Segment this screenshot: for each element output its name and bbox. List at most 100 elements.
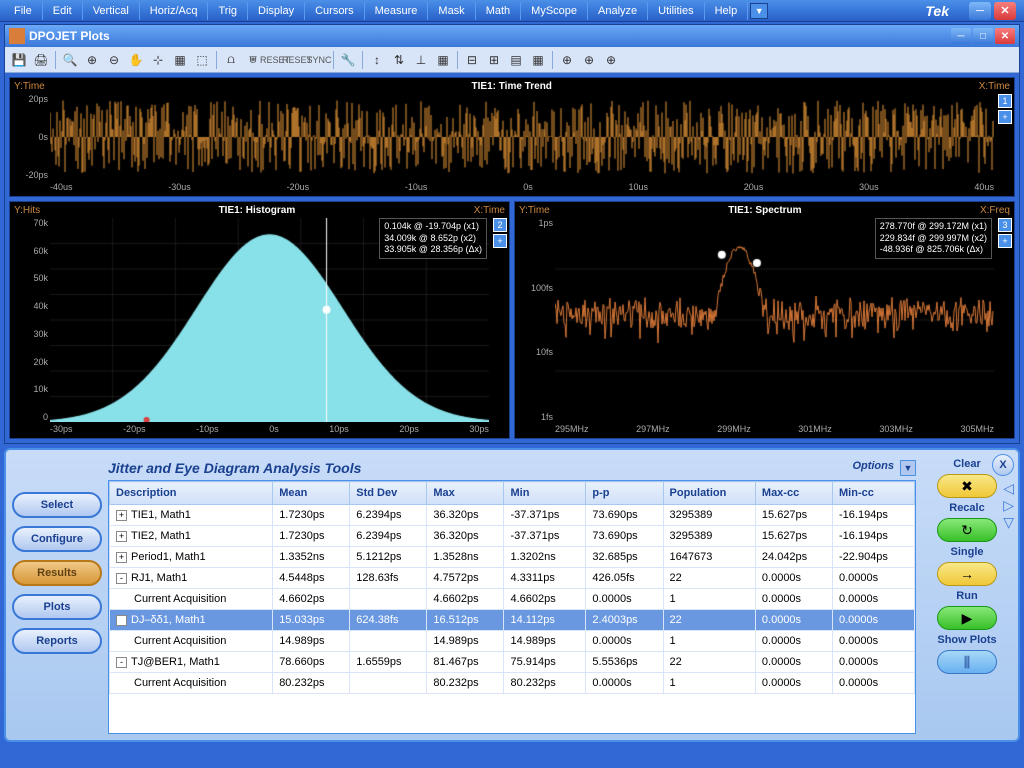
menu-edit[interactable]: Edit [43,2,83,20]
nav-results-button[interactable]: Results [12,560,102,586]
recalc-button[interactable]: ↻ [937,518,997,542]
plot-badge[interactable]: 2 [493,218,507,232]
pan-icon[interactable]: ✋ [126,50,146,70]
col-header[interactable]: Min-cc [833,482,915,505]
target1-icon[interactable]: ⊕ [557,50,577,70]
brand-label: Tek [905,3,969,19]
menu-file[interactable]: File [4,2,43,20]
window-minimize-button[interactable]: ─ [969,2,991,20]
menu-cursors[interactable]: Cursors [305,2,365,20]
col-header[interactable]: p-p [586,482,663,505]
table-row[interactable]: +Period1, Math11.3352ns5.1212ps1.3528ns1… [110,547,915,568]
plot-badge[interactable]: 1 [998,94,1012,108]
menu-utilities[interactable]: Utilities [648,2,704,20]
plot-histogram: Y:Hits TIE1: Histogram X:Time 70k60k50k4… [9,201,510,439]
col-header[interactable]: Max-cc [755,482,832,505]
expand-icon[interactable]: + [116,510,127,521]
zoom-box-icon[interactable]: ▦ [170,50,190,70]
cursor3-icon[interactable]: ⊥ [411,50,431,70]
table-row[interactable]: +TIE2, Math11.7230ps6.2394ps36.320ps-37.… [110,526,915,547]
dpo-maximize-button[interactable]: □ [973,28,993,44]
options-link[interactable]: Options [852,460,894,476]
dpo-close-button[interactable]: ✕ [995,28,1015,44]
control-sidebar: Clear ✖ Recalc ↻ Single → Run ▶ Show Plo… [922,456,1012,734]
plot-time-trend: Y:Time TIE1: Time Trend X:Time 20ps0s-20… [9,77,1015,197]
target2-icon[interactable]: ⊕ [579,50,599,70]
col-header[interactable]: Mean [273,482,350,505]
menu-display[interactable]: Display [248,2,305,20]
run-button[interactable]: ▶ [937,606,997,630]
expand-icon[interactable]: - [116,657,127,668]
layout4-icon[interactable]: ▦ [528,50,548,70]
reset2-button[interactable]: RESET [287,50,307,70]
table-row[interactable]: Current Acquisition14.989ps14.989ps14.98… [110,631,915,652]
save-icon[interactable]: 💾 [9,50,29,70]
target3-icon[interactable]: ⊕ [601,50,621,70]
menu-math[interactable]: Math [476,2,521,20]
menu-trig[interactable]: Trig [208,2,248,20]
expand-icon[interactable]: + [116,552,127,563]
menu-vertical[interactable]: Vertical [83,2,140,20]
plot-expand-button[interactable]: + [998,234,1012,248]
cursor-icon[interactable]: ⊹ [148,50,168,70]
table-row[interactable]: -RJ1, Math14.5448ps128.63fs4.7572ps4.331… [110,568,915,589]
expand-icon[interactable]: - [116,573,127,584]
zoom-fit-icon[interactable]: ⬚ [192,50,212,70]
panel-close-button[interactable]: X [992,454,1014,476]
print-icon[interactable]: 🖨 [31,50,51,70]
expand-icon[interactable]: + [116,531,127,542]
menu-help[interactable]: Help [705,2,749,20]
dpo-minimize-button[interactable]: ─ [951,28,971,44]
cursor2-icon[interactable]: ⇅ [389,50,409,70]
table-row[interactable]: -TJ@BER1, Math178.660ps1.6559ps81.467ps7… [110,652,915,673]
col-header[interactable]: Population [663,482,755,505]
waveform-canvas[interactable] [50,94,994,180]
dpojet-window: DPOJET Plots ─ □ ✕ 💾 🖨 🔍 ⊕ ⊖ ✋ ⊹ ▦ ⬚ ⩍ ⩐… [4,24,1020,444]
zoom-in-plus-icon[interactable]: ⊕ [82,50,102,70]
nav-reports-button[interactable]: Reports [12,628,102,654]
col-header[interactable]: Std Dev [350,482,427,505]
col-header[interactable]: Description [110,482,273,505]
menu-mask[interactable]: Mask [428,2,475,20]
settings-icon[interactable]: 🔧 [338,50,358,70]
menu-myscope[interactable]: MyScope [521,2,588,20]
waveform-icon[interactable]: ⩍ [221,50,241,70]
plot-expand-button[interactable]: + [998,110,1012,124]
layout2-icon[interactable]: ⊞ [484,50,504,70]
sync-button[interactable]: SYNC [309,50,329,70]
layout3-icon[interactable]: ▤ [506,50,526,70]
show-plots-button[interactable]: ⫼ [937,650,997,674]
marker-readout: 278.770f @ 299.172M (x1)229.834f @ 299.9… [875,218,992,259]
layout1-icon[interactable]: ⊟ [462,50,482,70]
cursor1-icon[interactable]: ↕ [367,50,387,70]
table-row[interactable]: Current Acquisition4.6602ps4.6602ps4.660… [110,589,915,610]
table-row[interactable]: -DJ–δδ1, Math115.033ps624.38fs16.512ps14… [110,610,915,631]
menu-measure[interactable]: Measure [365,2,429,20]
plot-ylabel: Y:Time [519,205,550,216]
plot-badge[interactable]: 3 [998,218,1012,232]
panel-nav-arrows[interactable]: ◁▷▽ [1003,480,1014,531]
expand-icon[interactable]: - [116,615,127,626]
options-dropdown-icon[interactable]: ▼ [900,460,916,476]
plot-spectrum: Y:Time TIE1: Spectrum X:Freq 1ps100fs10f… [514,201,1015,439]
zoom-in-icon[interactable]: 🔍 [60,50,80,70]
plot-title: TIE1: Spectrum [550,205,980,216]
single-button[interactable]: → [937,562,997,586]
zoom-out-icon[interactable]: ⊖ [104,50,124,70]
col-header[interactable]: Max [427,482,504,505]
plot-expand-button[interactable]: + [493,234,507,248]
run-label: Run [956,590,977,602]
col-header[interactable]: Min [504,482,586,505]
nav-plots-button[interactable]: Plots [12,594,102,620]
clear-button[interactable]: ✖ [937,474,997,498]
nav-configure-button[interactable]: Configure [12,526,102,552]
nav-select-button[interactable]: Select [12,492,102,518]
menu-horizacq[interactable]: Horiz/Acq [140,2,209,20]
grid-icon[interactable]: ▦ [433,50,453,70]
menu-analyze[interactable]: Analyze [588,2,648,20]
menu-dropdown-icon[interactable]: ▼ [750,3,768,19]
showplots-label: Show Plots [937,634,996,646]
table-row[interactable]: +TIE1, Math11.7230ps6.2394ps36.320ps-37.… [110,505,915,526]
table-row[interactable]: Current Acquisition80.232ps80.232ps80.23… [110,673,915,694]
window-close-button[interactable]: ✕ [994,2,1016,20]
